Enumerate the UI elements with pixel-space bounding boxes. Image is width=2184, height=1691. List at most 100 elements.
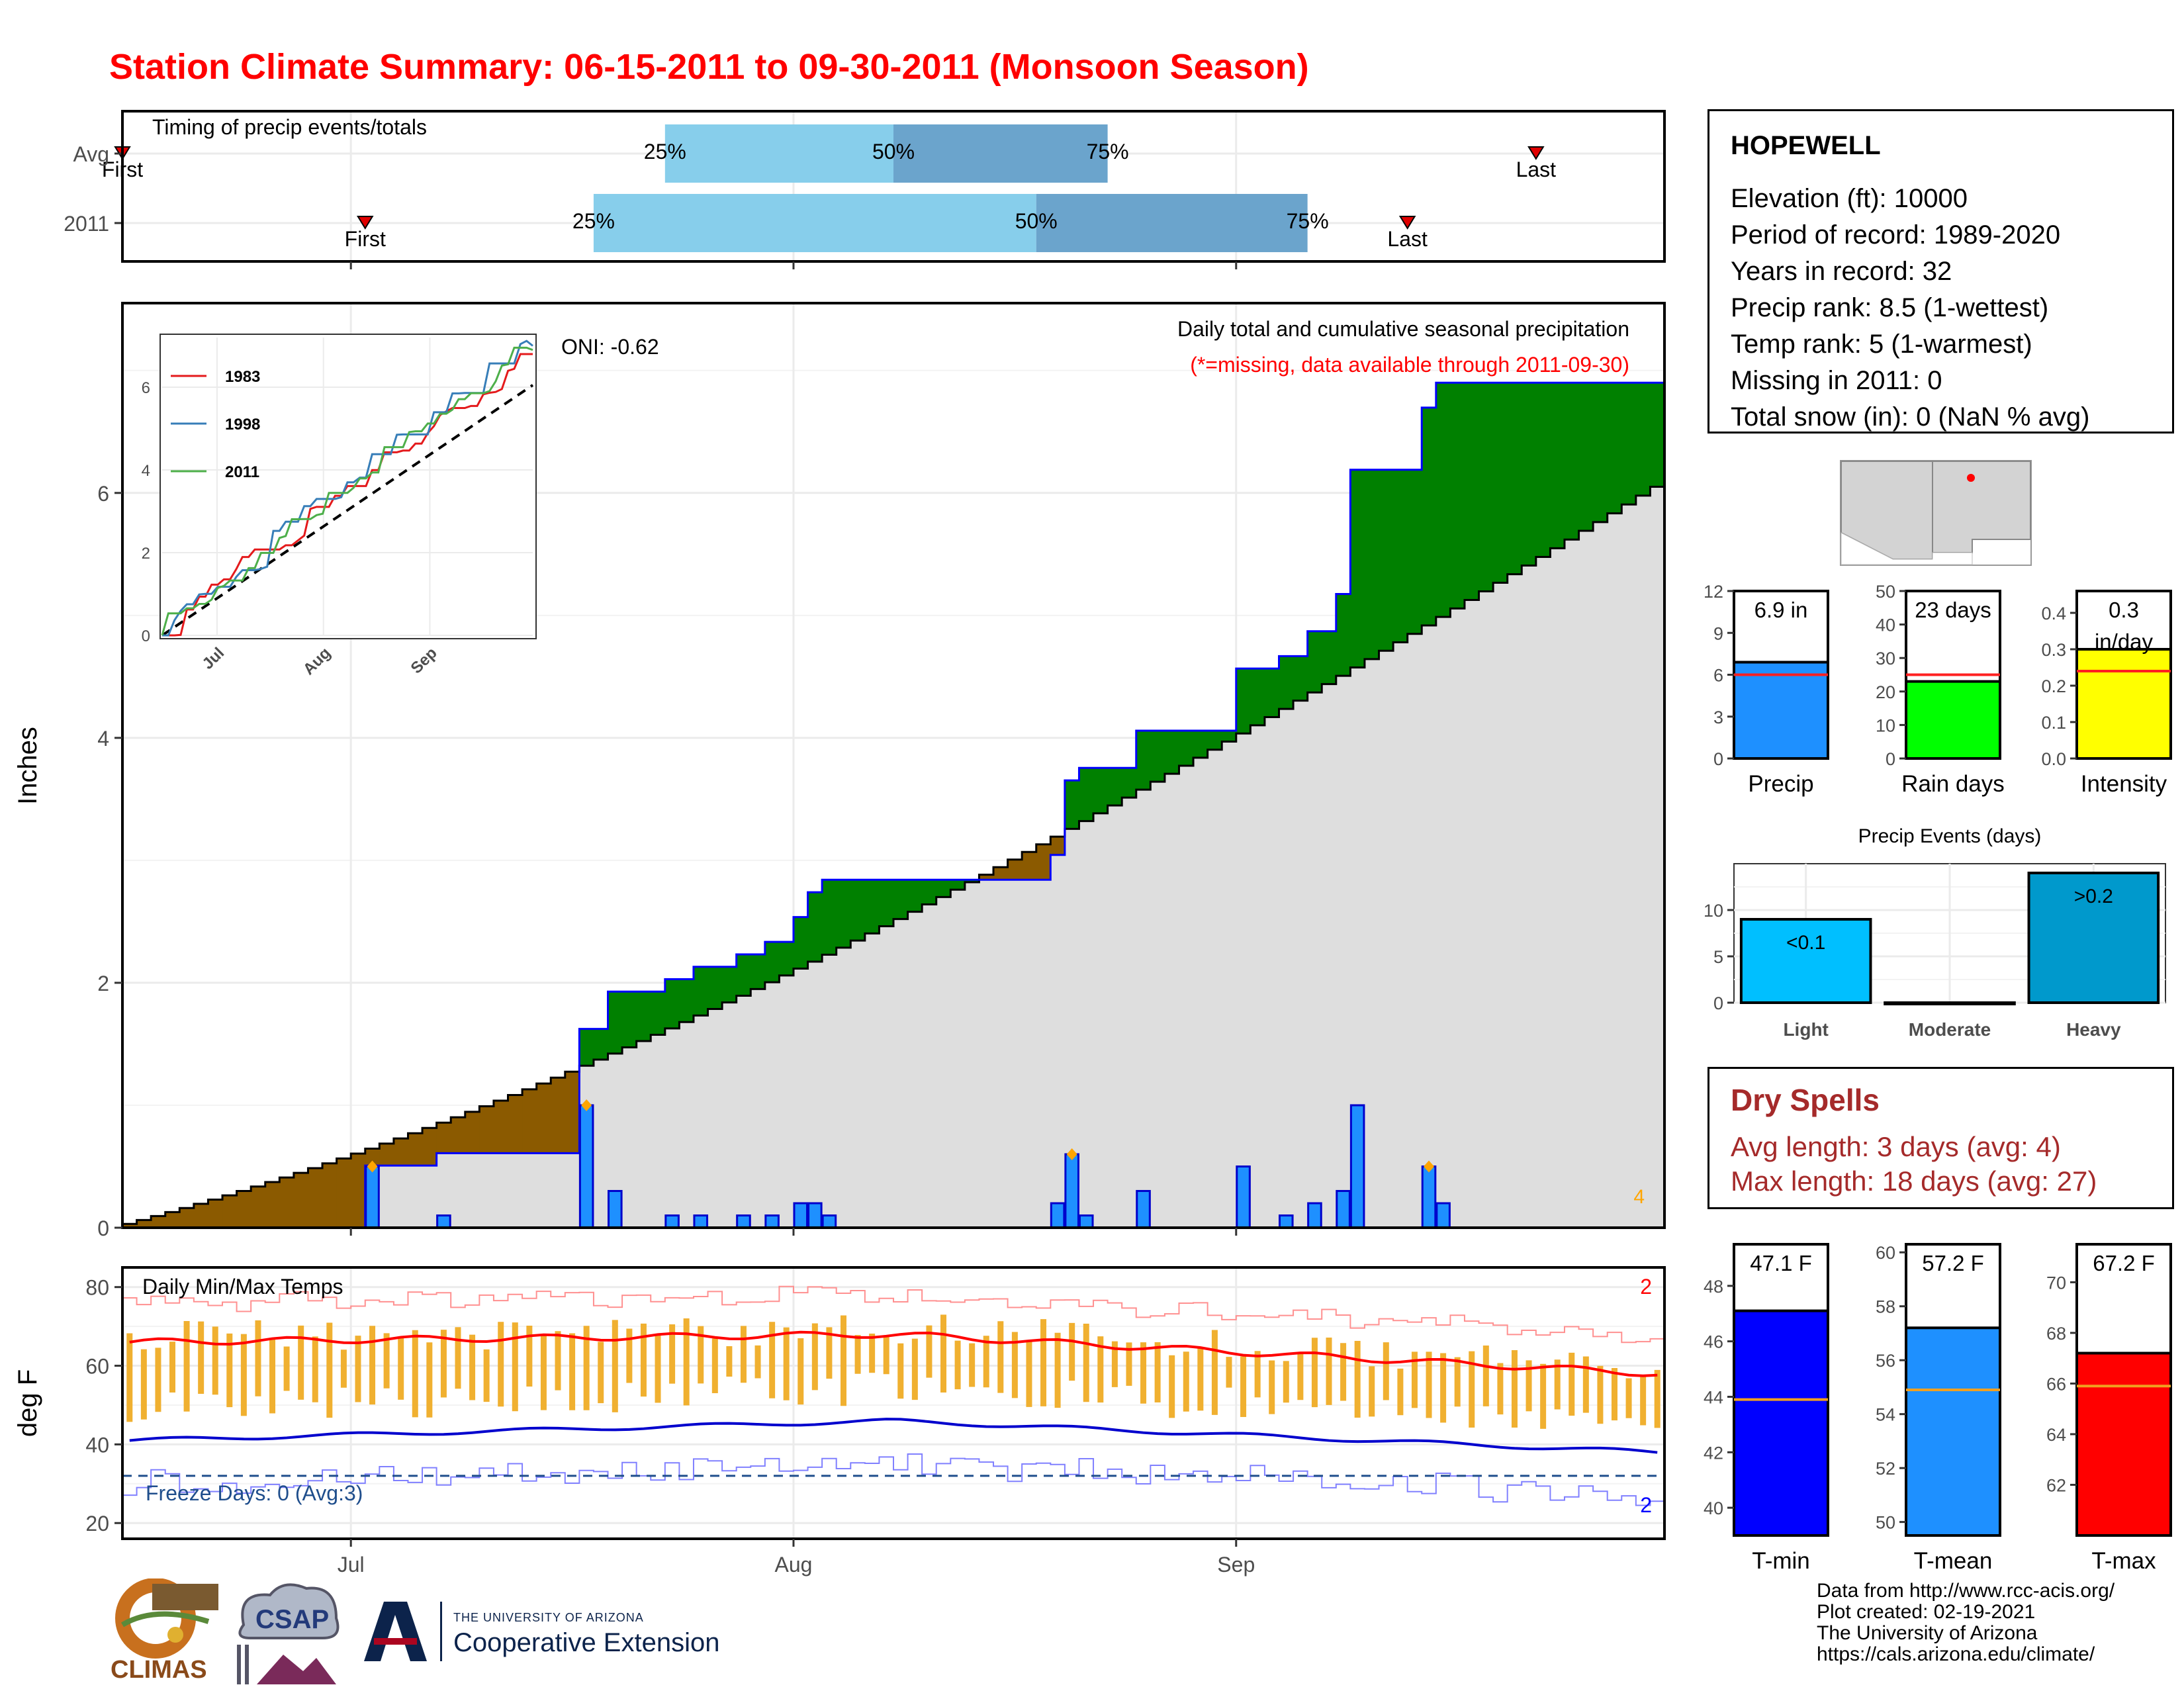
above-avg-area [1079,768,1094,821]
y-tick-label: 6 [97,482,109,506]
temp-bars: 47.1 F 40 42 44 46 48 T-min 57.2 F 50 52 54 56 58 60 T… [1704,1243,2172,1574]
above-avg-area [1136,730,1151,790]
below-avg-area [422,1128,437,1166]
freeze-label: Freeze Days: 0 (Avg:3) [146,1481,363,1505]
above-avg-area [1379,469,1394,651]
below-avg-area [479,1106,494,1154]
category-label: Light [1783,1019,1828,1040]
daily-precip-bar [436,1214,451,1229]
above-avg-area [1479,383,1494,592]
station-line: Years in record: 32 [1731,257,1952,286]
below-avg-area [351,1154,366,1228]
daily-precip-bar [736,1214,751,1229]
above-avg-area [1250,668,1265,725]
bar-value-label: in/day [2095,629,2154,654]
y-tick-label: 20 [85,1512,109,1535]
precip-title: Daily total and cumulative seasonal prec… [1177,317,1629,341]
above-avg-area [636,991,651,1042]
quartile-bar-q3 [893,124,1108,183]
y-tick-label: 0 [1886,749,1895,769]
y-tick-label: 0 [1713,749,1723,769]
above-avg-area [664,979,680,1028]
above-avg-area [807,892,823,962]
legend-label: 2011 [225,463,259,481]
above-avg-area [1621,383,1637,505]
y-tick-label: 64 [2046,1425,2066,1445]
above-avg-area [1364,469,1380,659]
quartile-bar-q2 [593,194,1036,252]
category-label: T-max [2091,1548,2156,1574]
page-title: Station Climate Summary: 06-15-2011 to 0… [109,47,1309,87]
y-tick-label: 0 [97,1216,109,1240]
above-avg-area [1435,383,1451,617]
y-tick-label: 50 [1876,1513,1895,1533]
uofa-logo: THE UNIVERSITY OF ARIZONA Cooperative Ex… [364,1602,719,1661]
y-tick-label: 50 [1876,582,1895,602]
above-avg-area [1535,383,1551,557]
y-tick-label: 56 [1876,1351,1895,1371]
above-avg-area [751,954,766,989]
below-avg-area [1036,844,1051,880]
quartile-label: 25% [572,209,615,233]
inset-y-tick: 6 [142,379,150,397]
csap-logo-text: CSAP [255,1605,329,1634]
above-avg-area [593,1028,609,1060]
above-avg-area [964,880,980,882]
y-tick-label: 42 [1704,1443,1723,1463]
quartile-label: 75% [1287,209,1329,233]
below-avg-area [179,1208,195,1228]
summary-bars: 6.9 in 0 3 6 9 12 Precip 23 days 0 10 20 30 40 50 Rain… [1704,582,2172,797]
avg-tmin-line [129,1418,1658,1454]
credit-line: The University of Arizona [1817,1622,2038,1644]
station-line: Precip rank: 8.5 (1-wettest) [1731,293,2049,322]
daily-precip-bar [1136,1189,1151,1229]
legend-label: 1983 [225,368,260,386]
above-avg-area [1293,656,1308,701]
y-tick-label: 6 [1713,666,1723,686]
daily-precip-bar [1279,1214,1294,1229]
bar-value-label: 0.3 [2109,598,2139,622]
legend-label: 1998 [225,416,260,434]
below-avg-area [151,1216,166,1228]
above-avg-area [922,880,937,905]
above-avg-area [907,880,923,912]
y-tick-label: 0.4 [2041,604,2066,623]
y-tick-label: 54 [1876,1405,1895,1425]
above-avg-area [1150,730,1165,782]
count-bottom: 2 [1640,1493,1652,1517]
daily-precip-bar [693,1214,709,1229]
daily-precip-bar [793,1202,809,1229]
below-avg-area [136,1220,152,1228]
daily-precip-bar [1349,1104,1365,1229]
below-avg-area [251,1186,266,1228]
above-avg-area [651,991,666,1035]
y-tick-label: 4 [97,727,109,751]
category-label: Rain days [1901,771,2005,797]
x-tick-label: Jul [338,1553,365,1577]
temps-panel: Freeze Days: 0 (Avg:3) Daily Min/Max Temp… [13,1266,1666,1577]
inset-series-line [161,346,533,636]
y-tick-label: 0.3 [2041,640,2066,660]
daily-precip-bar [1435,1202,1451,1229]
y-tick-label: 0.0 [2041,749,2066,769]
event-bar [1739,918,1872,1004]
above-avg-area [1236,668,1251,734]
below-avg-area [1022,852,1037,880]
above-avg-area [836,880,851,948]
above-avg-area [1464,383,1480,600]
below-avg-area [508,1095,523,1154]
inset-y-tick: 4 [142,462,150,480]
summary-bar [1905,1326,2001,1537]
above-avg-area [936,880,951,897]
above-avg-area [1507,383,1522,574]
mexico-shape [1841,532,1973,565]
below-avg-area [193,1203,209,1228]
category-label: Intensity [2081,771,2167,797]
timing-marker-label: First [345,227,386,251]
above-avg-area [1264,668,1280,717]
above-avg-area [1179,730,1194,766]
y-tick-label: 9 [1713,623,1723,643]
climas-logo: CLIMAS [111,1578,218,1684]
